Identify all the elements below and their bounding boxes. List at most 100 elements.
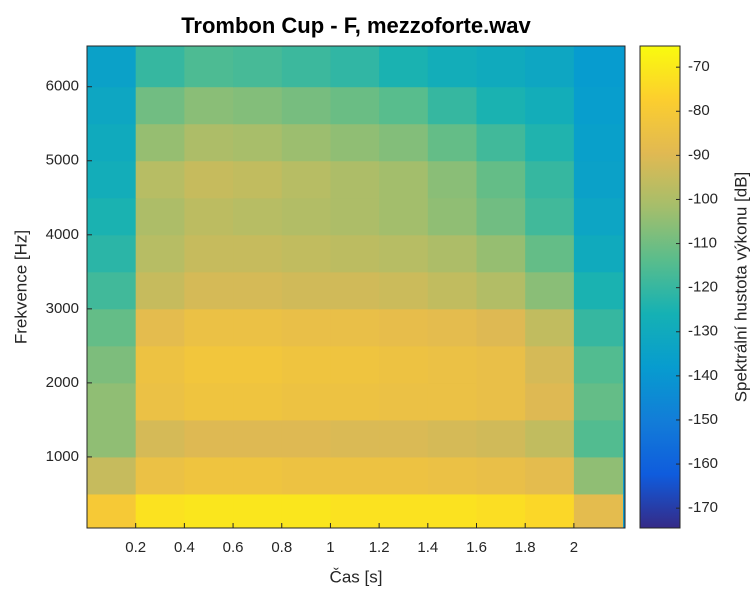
spectrogram-cell [233, 160, 283, 199]
spectrogram-cell [135, 419, 185, 458]
spectrogram-cell [184, 123, 234, 162]
spectrogram-cell [135, 271, 185, 310]
y-tick-label: 2000 [46, 374, 79, 391]
spectrogram-cell [233, 234, 283, 273]
spectrogram-cell [233, 86, 283, 125]
spectrogram-cell [476, 493, 526, 529]
spectrogram-cell [476, 419, 526, 458]
spectrogram-cell [427, 345, 478, 384]
spectrogram-cell [573, 419, 624, 458]
y-axis-label: Frekvence [Hz] [11, 230, 30, 344]
spectrogram-cell [135, 382, 185, 421]
spectrogram-cell [233, 123, 283, 162]
spectrogram-cell [379, 123, 429, 162]
spectrogram-cell [379, 160, 429, 199]
spectrogram-cell [87, 197, 137, 236]
colorbar-tick-label: -110 [688, 235, 717, 252]
spectrogram-cell [87, 345, 137, 384]
spectrogram-cell [135, 46, 185, 88]
spectrogram-cell [184, 456, 234, 495]
spectrogram-cell [330, 308, 380, 347]
spectrogram-cell [87, 234, 137, 273]
spectrogram-cell [281, 86, 331, 125]
spectrogram-cell [476, 456, 526, 495]
spectrogram-cell [573, 271, 624, 310]
spectrogram-cell [281, 123, 331, 162]
x-tick-label: 1.2 [369, 539, 390, 556]
spectrogram-cell [379, 234, 429, 273]
colorbar-tick-label: -80 [688, 102, 710, 119]
spectrogram-cell [573, 456, 624, 495]
spectrogram-cell [427, 456, 478, 495]
spectrogram-cell [525, 493, 575, 529]
spectrogram-cell [135, 456, 185, 495]
colorbar-tick-label: -120 [688, 279, 718, 296]
spectrogram-cell [87, 86, 137, 125]
spectrogram-cell [427, 493, 478, 529]
spectrogram-cell [87, 271, 137, 310]
spectrogram-cell [281, 493, 331, 529]
spectrogram-cell [281, 46, 331, 88]
spectrogram-cell [281, 456, 331, 495]
spectrogram-cell [573, 308, 624, 347]
spectrogram-cell [330, 382, 380, 421]
spectrogram-cell [233, 456, 283, 495]
colorbar-tick-label: -100 [688, 190, 718, 207]
spectrogram-cell [87, 46, 137, 88]
spectrogram-cell [330, 160, 380, 199]
spectrogram-cell [427, 160, 478, 199]
spectrogram-cell [379, 46, 429, 88]
spectrogram-cell [525, 234, 575, 273]
spectrogram-cell [135, 493, 185, 529]
spectrogram-cell [135, 234, 185, 273]
spectrogram-cell [330, 197, 380, 236]
spectrogram-cell [233, 308, 283, 347]
spectrogram-cell [184, 197, 234, 236]
spectrogram-cell [184, 345, 234, 384]
spectrogram-cell [379, 308, 429, 347]
spectrogram-cell [281, 308, 331, 347]
spectrogram-cell [476, 308, 526, 347]
spectrogram-cell [233, 197, 283, 236]
spectrogram-cell [87, 493, 137, 529]
spectrogram-cell [135, 86, 185, 125]
spectrogram-cell [184, 308, 234, 347]
spectrogram-cell [330, 234, 380, 273]
x-tick-label: 1.6 [466, 539, 487, 556]
spectrogram-cell [476, 197, 526, 236]
y-tick-label: 6000 [46, 78, 79, 95]
spectrogram-cell [573, 197, 624, 236]
spectrogram-cell [379, 345, 429, 384]
spectrogram-cell [525, 345, 575, 384]
spectrogram-cell [427, 382, 478, 421]
spectrogram-cell [427, 419, 478, 458]
spectrogram-cell [87, 123, 137, 162]
spectrogram-cell [87, 456, 137, 495]
spectrogram-cell [379, 382, 429, 421]
spectrogram-cell [525, 308, 575, 347]
spectrogram-cell [476, 123, 526, 162]
x-axis-label: Čas [s] [330, 567, 383, 586]
spectrogram-cell [184, 46, 234, 88]
spectrogram-cell [525, 382, 575, 421]
plot-frame [86, 45, 626, 529]
spectrogram-cell [330, 123, 380, 162]
spectrogram-cell [573, 123, 624, 162]
spectrogram-cell [330, 46, 380, 88]
y-tick-label: 1000 [46, 448, 79, 465]
spectrogram-cell [525, 456, 575, 495]
spectrogram-cell [525, 271, 575, 310]
spectrogram-cell [281, 160, 331, 199]
spectrogram-cell [281, 234, 331, 273]
colorbar-tick-label: -130 [688, 323, 718, 340]
spectrogram-cell [379, 456, 429, 495]
spectrogram-cell [184, 271, 234, 310]
spectrogram-cell [233, 345, 283, 384]
colorbar-tick-label: -140 [688, 367, 718, 384]
colorbar-tick-label: -90 [688, 146, 710, 163]
spectrogram-cell [427, 86, 478, 125]
spectrogram-cell [379, 197, 429, 236]
spectrogram-cell [476, 160, 526, 199]
spectrogram-cell [379, 271, 429, 310]
spectrogram-cell [525, 86, 575, 125]
